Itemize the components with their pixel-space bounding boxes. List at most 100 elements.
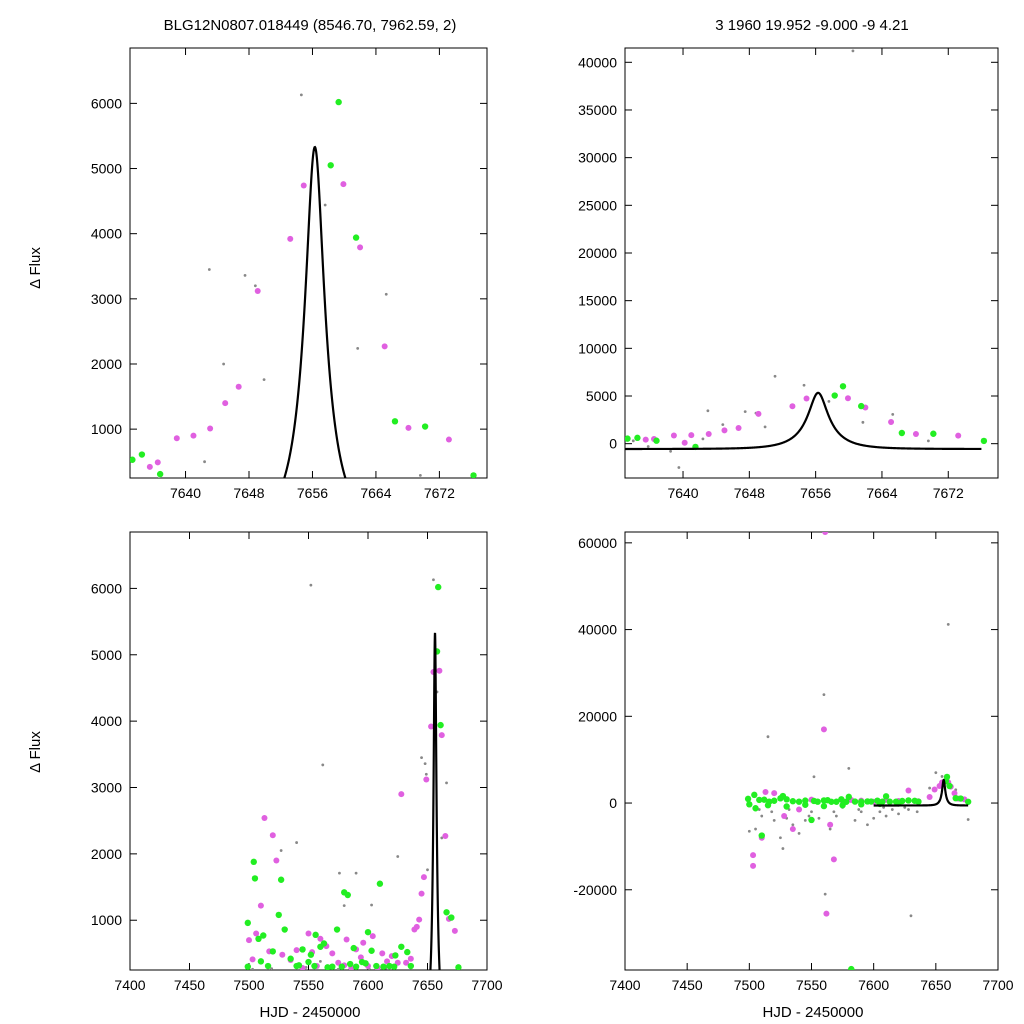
- x-tick-label: 7672: [424, 485, 455, 501]
- gray-data-point: [323, 203, 327, 207]
- magenta-data-point: [300, 182, 307, 189]
- x-tick-label: 7648: [734, 485, 765, 501]
- magenta-data-point: [340, 181, 347, 188]
- green-data-point: [789, 798, 797, 805]
- gray-data-point: [807, 814, 811, 818]
- green-data-point: [625, 435, 631, 442]
- magenta-data-point: [436, 667, 443, 674]
- x-tick-label: 7650: [920, 977, 951, 993]
- gray-data-point: [251, 967, 254, 970]
- magenta-data-point: [445, 436, 452, 443]
- gray-data-point: [866, 823, 869, 827]
- green-data-point: [882, 793, 890, 800]
- gray-data-point: [279, 849, 283, 852]
- green-data-point: [839, 383, 847, 390]
- magenta-data-point: [681, 439, 688, 446]
- y-tick-label: 6000: [91, 95, 122, 111]
- green-data-point: [783, 796, 790, 803]
- green-data-point: [344, 891, 351, 899]
- magenta-data-point: [827, 821, 834, 828]
- x-tick-label: 7500: [734, 977, 765, 993]
- gray-data-point: [158, 477, 161, 478]
- gray-data-point: [779, 836, 782, 840]
- green-data-point: [307, 951, 315, 958]
- gray-data-point: [321, 763, 325, 767]
- green-data-point: [437, 721, 444, 729]
- x-tick-label: 7600: [352, 977, 383, 993]
- magenta-data-point: [762, 789, 769, 796]
- magenta-data-point: [329, 950, 336, 957]
- magenta-data-point: [438, 732, 445, 739]
- plot-area: [130, 93, 477, 478]
- gray-data-point: [445, 781, 448, 785]
- green-data-point: [257, 958, 265, 965]
- gray-data-point: [203, 460, 206, 464]
- magenta-data-point: [394, 959, 401, 966]
- magenta-data-point: [287, 235, 294, 242]
- y-tick-label: 1000: [91, 912, 122, 928]
- gray-data-point: [940, 775, 944, 778]
- panel-top-left: 7640 7648 7656 7664 7672 1000 2000 3000 4000 5000…: [91, 47, 488, 501]
- x-tick-label: 7550: [293, 977, 324, 993]
- green-data-point: [783, 803, 790, 810]
- y-tick-label: 40000: [578, 622, 617, 638]
- green-data-point: [380, 963, 387, 970]
- green-data-point: [362, 960, 369, 967]
- gray-data-point: [432, 578, 435, 582]
- green-data-point: [352, 963, 360, 970]
- model-curve: [283, 145, 347, 478]
- x-axis-label-left: HJD - 2450000: [260, 1004, 361, 1021]
- y-tick-label: 60000: [578, 535, 617, 551]
- magenta-data-point: [269, 832, 276, 839]
- magenta-data-point: [951, 790, 958, 797]
- green-data-point: [761, 796, 768, 803]
- green-data-point: [244, 919, 252, 927]
- gray-data-point: [946, 622, 950, 626]
- green-data-point: [329, 963, 336, 970]
- gray-data-point: [222, 362, 226, 366]
- gray-data-point: [797, 831, 801, 835]
- gray-data-point: [928, 786, 932, 790]
- green-data-point: [858, 801, 865, 808]
- magenta-data-point: [931, 786, 938, 793]
- green-data-point: [338, 963, 346, 970]
- gray-data-point: [857, 808, 861, 811]
- magenta-data-point: [789, 826, 796, 833]
- green-data-point: [820, 802, 828, 810]
- magenta-data-point: [781, 813, 788, 820]
- magenta-data-point: [173, 435, 180, 442]
- gray-data-point: [207, 268, 211, 271]
- gray-data-point: [721, 423, 725, 427]
- gray-data-point: [810, 810, 813, 814]
- gray-data-point: [319, 959, 322, 963]
- magenta-data-point: [955, 432, 962, 439]
- green-data-point: [250, 858, 257, 866]
- gray-data-point: [396, 855, 400, 858]
- green-data-point: [130, 456, 136, 463]
- gray-data-point: [743, 410, 747, 414]
- green-data-point: [305, 958, 312, 966]
- magenta-data-point: [451, 927, 458, 934]
- gray-data-point: [706, 409, 710, 413]
- gray-data-point: [262, 378, 266, 382]
- magenta-data-point: [418, 890, 425, 897]
- gray-data-point: [772, 818, 776, 822]
- gray-data-point: [872, 816, 876, 820]
- green-data-point: [764, 802, 772, 809]
- gray-data-point: [907, 808, 910, 811]
- gray-data-point: [890, 808, 894, 811]
- plot-frame: [129, 47, 488, 479]
- green-data-point: [898, 429, 906, 437]
- green-data-point: [756, 796, 763, 804]
- green-data-point: [443, 909, 450, 916]
- green-data-point: [435, 583, 442, 591]
- y-tick-label: 0: [609, 795, 617, 811]
- gray-data-point: [669, 449, 672, 453]
- magenta-data-point: [905, 787, 912, 794]
- green-data-point: [634, 434, 641, 442]
- green-data-point: [373, 962, 380, 970]
- green-data-point: [255, 935, 262, 943]
- gray-data-point: [915, 810, 919, 814]
- green-data-point: [831, 392, 838, 399]
